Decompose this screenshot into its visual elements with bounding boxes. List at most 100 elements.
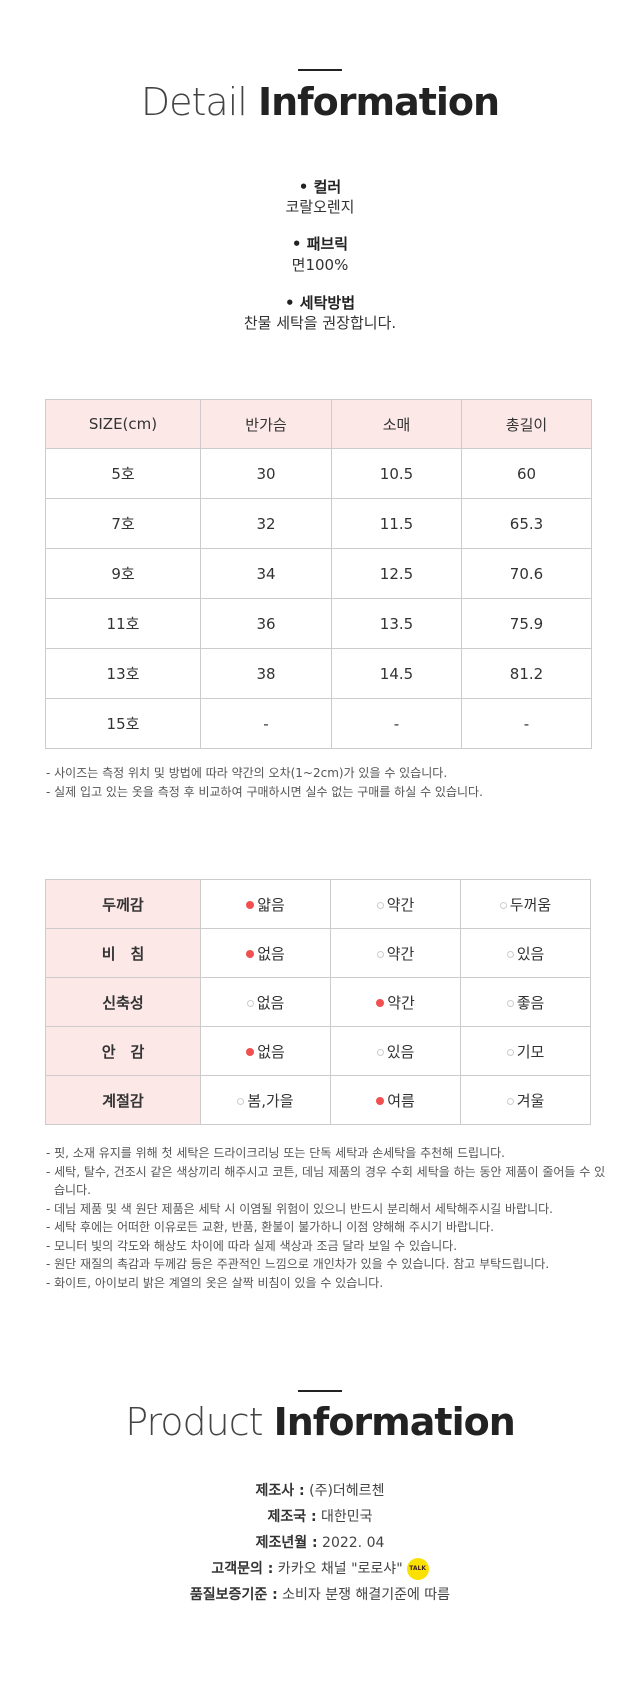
spec-label: • 패브릭 — [291, 235, 349, 253]
fit-row: 비 침 없음 약간 있음 — [45, 928, 591, 978]
option-label: 약간 — [386, 944, 415, 963]
option-label: 없음 — [256, 993, 285, 1012]
info-row: 품질보증기준 : 소비자 분쟁 해결기준에 따름 — [0, 1584, 640, 1604]
fit-row: 계절감 봄,가을 여름 겨울 — [45, 1075, 591, 1125]
fit-label: 비 침 — [45, 928, 201, 978]
table-cell: 14.5 — [331, 648, 462, 699]
unselected-dot-icon — [246, 999, 254, 1007]
info-row: 제조국 : 대한민국 — [0, 1506, 640, 1526]
spec-label: • 세탁방법 — [284, 294, 355, 312]
option-label: 얇음 — [257, 895, 285, 914]
table-cell: - — [461, 698, 592, 749]
unselected-dot-icon — [499, 901, 507, 909]
table-cell: 38 — [200, 648, 332, 699]
info-value: 대한민국 — [316, 1509, 373, 1525]
info-row: 제조사 : (주)더헤르첸 — [0, 1480, 640, 1500]
table-cell: 30 — [200, 448, 332, 499]
selected-dot-icon — [376, 998, 385, 1007]
info-key: 제조사 : — [255, 1483, 305, 1499]
info-value: 카카오 채널 "로로샤" — [273, 1561, 403, 1577]
spec-value: 면100% — [291, 256, 349, 274]
selected-dot-icon — [376, 1096, 385, 1105]
column-header: 총길이 — [461, 399, 592, 449]
divider — [298, 69, 342, 71]
note-line: - 세탁 후에는 어떠한 이유로든 교환, 반품, 환불이 불가하니 이점 양해… — [46, 1220, 494, 1234]
selected-dot-icon — [246, 949, 255, 958]
fit-option: 두꺼움 — [460, 879, 591, 929]
fit-label: 계절감 — [45, 1075, 201, 1125]
option-label: 없음 — [257, 944, 285, 963]
table-cell: 36 — [200, 598, 332, 649]
info-key: 품질보증기준 : — [189, 1587, 278, 1603]
note-line: - 실제 입고 있는 옷을 측정 후 비교하여 구매하시면 실수 없는 구매를 … — [46, 784, 483, 799]
info-row: 고객문의 : 카카오 채널 "로로샤" TALK — [0, 1558, 640, 1580]
table-cell: 7호 — [45, 498, 201, 549]
option-label: 약간 — [386, 895, 415, 914]
fit-label: 안 감 — [45, 1026, 201, 1076]
option-label: 약간 — [387, 993, 415, 1012]
table-cell: 81.2 — [461, 648, 592, 699]
fit-option: 없음 — [200, 1026, 331, 1076]
spec-value: 코랄오렌지 — [285, 198, 355, 216]
fit-option: 약간 — [330, 977, 461, 1027]
unselected-dot-icon — [376, 901, 384, 909]
table-cell: 9호 — [45, 548, 201, 599]
table-cell: 12.5 — [331, 548, 462, 599]
unselected-dot-icon — [376, 950, 384, 958]
spec-label: • 컬러 — [298, 178, 342, 196]
table-cell: 75.9 — [461, 598, 592, 649]
option-label: 있음 — [516, 944, 545, 963]
fit-option: 없음 — [200, 977, 331, 1027]
unselected-dot-icon — [506, 1048, 514, 1056]
info-value: (주)더헤르첸 — [304, 1483, 385, 1499]
fit-row: 안 감 없음 있음 기모 — [45, 1026, 591, 1076]
column-header: 반가슴 — [200, 399, 332, 449]
fit-option: 있음 — [460, 928, 591, 978]
size-notes: - 사이즈는 측정 위치 및 방법에 따라 약간의 오차(1~2cm)가 있을 … — [46, 764, 606, 801]
info-key: 제조국 : — [267, 1509, 317, 1525]
note-line: - 사이즈는 측정 위치 및 방법에 따라 약간의 오차(1~2cm)가 있을 … — [46, 766, 448, 780]
fit-option: 여름 — [330, 1075, 461, 1125]
info-value: 소비자 분쟁 해결기준에 따름 — [277, 1587, 451, 1603]
table-cell: 15호 — [45, 698, 201, 749]
fit-label: 두께감 — [45, 879, 201, 929]
info-key: 고객문의 : — [211, 1561, 274, 1577]
column-header: 소매 — [331, 399, 462, 449]
note-line: - 세탁, 탈수, 건조시 같은 색상끼리 해주시고 코튼, 데님 제품의 경우… — [46, 1164, 606, 1198]
fit-label: 신축성 — [45, 977, 201, 1027]
size-table: SIZE(cm) 반가슴 소매 총길이 5호 30 10.5 60 7호 32 11.5 65.3 9호… — [45, 399, 592, 749]
unselected-dot-icon — [376, 1048, 384, 1056]
fit-option: 없음 — [200, 928, 331, 978]
note-line: - 화이트, 아이보리 밝은 계열의 옷은 살짝 비침이 있을 수 있습니다. — [46, 1275, 384, 1290]
unselected-dot-icon — [506, 950, 514, 958]
option-label: 없음 — [257, 1042, 285, 1061]
fit-option: 기모 — [460, 1026, 591, 1076]
fit-option: 봄,가을 — [200, 1075, 331, 1125]
table-row: 5호 30 10.5 60 — [45, 448, 592, 499]
kakao-talk-icon[interactable]: TALK — [406, 1558, 429, 1580]
info-key: 제조년월 : — [255, 1535, 318, 1551]
fit-row: 신축성 없음 약간 좋음 — [45, 977, 591, 1027]
product-title: Product Information — [125, 1400, 516, 1444]
fit-row: 두께감 얇음 약간 두꺼움 — [45, 879, 591, 929]
table-cell: 70.6 — [461, 548, 592, 599]
care-notes: - 핏, 소재 유지를 위해 첫 세탁은 드라이크리닝 또는 단독 세탁과 손세… — [46, 1144, 606, 1292]
option-label: 있음 — [386, 1042, 415, 1061]
table-cell: - — [200, 698, 332, 749]
option-label: 봄,가을 — [247, 1091, 294, 1110]
selected-dot-icon — [246, 1047, 255, 1056]
detail-title: Detail Information — [140, 80, 500, 124]
fit-option: 좋음 — [460, 977, 591, 1027]
option-label: 두꺼움 — [509, 895, 552, 914]
unselected-dot-icon — [506, 1097, 514, 1105]
option-label: 겨울 — [516, 1091, 545, 1110]
table-cell: 13.5 — [331, 598, 462, 649]
note-line: - 모니터 빛의 각도와 해상도 차이에 따라 실제 색상과 조금 달라 보일 … — [46, 1238, 458, 1253]
unselected-dot-icon — [506, 999, 514, 1007]
option-label: 좋음 — [516, 993, 545, 1012]
table-row: 15호 - - - — [45, 698, 592, 749]
fit-option: 있음 — [330, 1026, 461, 1076]
selected-dot-icon — [246, 900, 255, 909]
table-cell: 11.5 — [331, 498, 462, 549]
table-row: 11호 36 13.5 75.9 — [45, 598, 592, 649]
